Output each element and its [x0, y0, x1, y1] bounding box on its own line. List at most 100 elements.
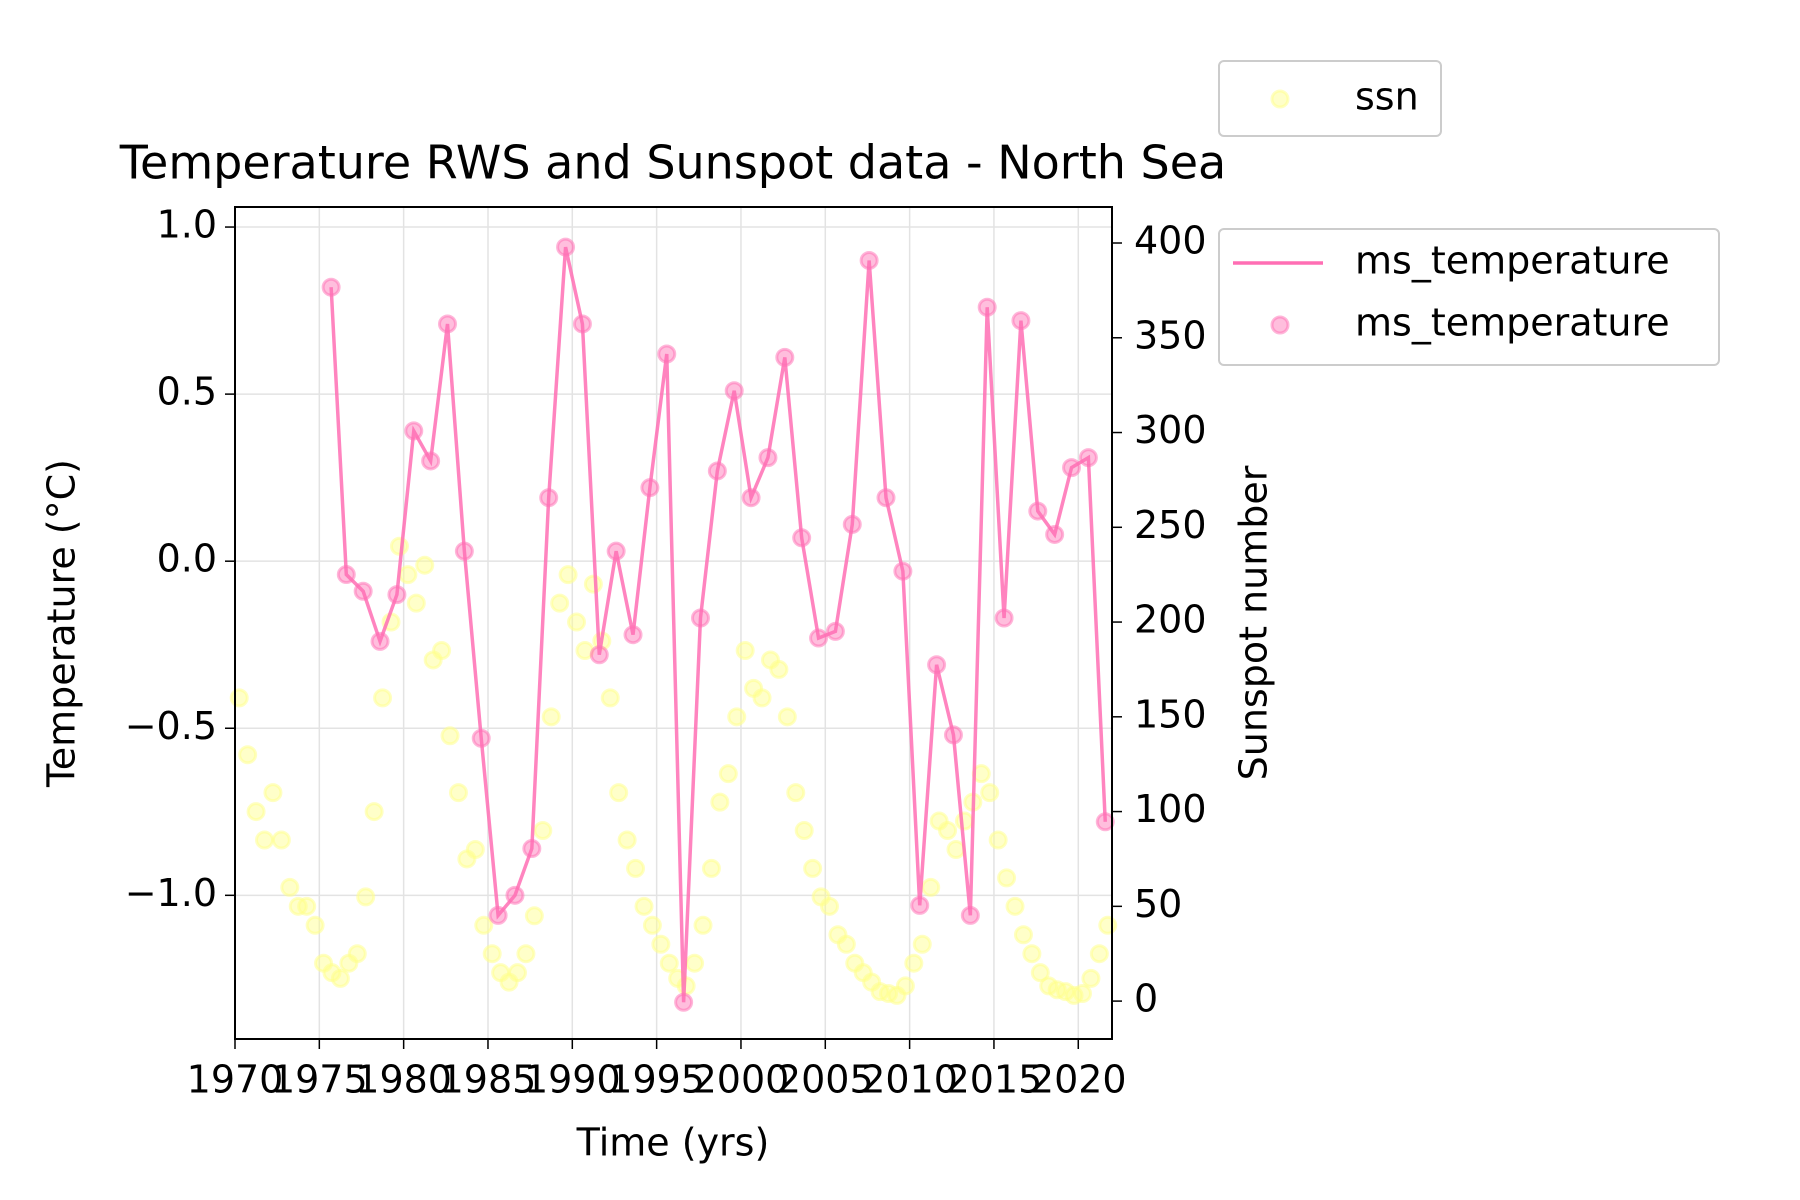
data-point [609, 783, 629, 803]
data-point [727, 707, 747, 727]
data-point [690, 608, 710, 628]
data-point [263, 783, 283, 803]
data-point [820, 896, 840, 916]
legend-label: ms_temperature [1355, 301, 1670, 345]
data-point [634, 896, 654, 916]
data-point [522, 839, 542, 859]
data-point [693, 915, 713, 935]
data-point [482, 944, 502, 964]
data-point [406, 593, 426, 613]
x-tick-label: 2015 [946, 1058, 1043, 1102]
data-point [454, 541, 474, 561]
y-tick-label: 0.5 [157, 370, 217, 414]
data-point [606, 541, 626, 561]
data-point [1013, 925, 1033, 945]
data-point [505, 885, 525, 905]
legend-box [1218, 60, 1442, 137]
x-tick-label: 2000 [693, 1058, 790, 1102]
data-point [556, 237, 576, 257]
data-point [347, 944, 367, 964]
y2-tick-label: 200 [1134, 598, 1207, 642]
data-point [1081, 968, 1101, 988]
data-point [389, 536, 409, 556]
data-point [533, 821, 553, 841]
data-point [1011, 311, 1031, 331]
data-point [353, 581, 373, 601]
data-point [642, 915, 662, 935]
data-point [904, 953, 924, 973]
data-point [432, 640, 452, 660]
data-point [550, 593, 570, 613]
y2-tick-label: 400 [1134, 219, 1207, 263]
y2-tick-label: 250 [1134, 503, 1207, 547]
data-point [943, 725, 963, 745]
data-point [321, 277, 341, 297]
data-point [600, 688, 620, 708]
plot-frame [234, 206, 1113, 1040]
data-point [910, 895, 930, 915]
data-point [246, 802, 266, 822]
data-point [657, 344, 677, 364]
data-point [674, 992, 694, 1012]
x-tick-label: 1985 [440, 1058, 537, 1102]
data-point [718, 764, 738, 784]
data-point [741, 488, 761, 508]
data-point [539, 488, 559, 508]
x-axis-label: Time (yrs) [576, 1121, 770, 1165]
data-point [954, 811, 974, 831]
data-point [794, 821, 814, 841]
x-tick-label: 1970 [187, 1058, 284, 1102]
data-point [626, 858, 646, 878]
data-point [938, 821, 958, 841]
data-point [809, 628, 829, 648]
data-point [238, 745, 258, 765]
x-tick-label: 1975 [271, 1058, 368, 1102]
y-axis-label: Temperature (°C) [40, 459, 84, 788]
data-point [448, 783, 468, 803]
data-point [842, 514, 862, 534]
x-tick-label: 1995 [608, 1058, 705, 1102]
data-point [1005, 896, 1025, 916]
data-line [329, 246, 1107, 1003]
data-point [572, 314, 592, 334]
data-point [946, 839, 966, 859]
data-point [769, 659, 789, 679]
data-point [859, 250, 879, 270]
data-point [438, 314, 458, 334]
data-point [336, 565, 356, 585]
data-point [524, 906, 544, 926]
data-point [724, 381, 744, 401]
x-tick-label: 2010 [861, 1058, 958, 1102]
data-point [1098, 915, 1118, 935]
data-point [404, 421, 424, 441]
data-point [474, 915, 494, 935]
data-point [440, 726, 460, 746]
data-point [415, 555, 435, 575]
data-point [786, 783, 806, 803]
data-point [255, 830, 275, 850]
data-point [465, 839, 485, 859]
data-point [960, 905, 980, 925]
data-point [1089, 944, 1109, 964]
data-point [758, 448, 778, 468]
data-point [994, 608, 1014, 628]
data-point [583, 574, 603, 594]
y-tick-label: 1.0 [157, 203, 217, 247]
data-point [1030, 963, 1050, 983]
y-tick-label: −1.0 [125, 871, 217, 915]
data-point [977, 297, 997, 317]
data-point [589, 645, 609, 665]
chart-title: Temperature RWS and Sunspot data - North… [119, 136, 1226, 190]
data-point [297, 896, 317, 916]
data-point [1022, 944, 1042, 964]
data-point [651, 934, 671, 954]
data-point [792, 528, 812, 548]
data-point [921, 877, 941, 897]
data-point [373, 688, 393, 708]
legend-box [1218, 228, 1720, 366]
data-point [330, 968, 350, 988]
data-point [701, 858, 721, 878]
data-point [659, 953, 679, 973]
data-point [707, 461, 727, 481]
data-point [471, 728, 491, 748]
